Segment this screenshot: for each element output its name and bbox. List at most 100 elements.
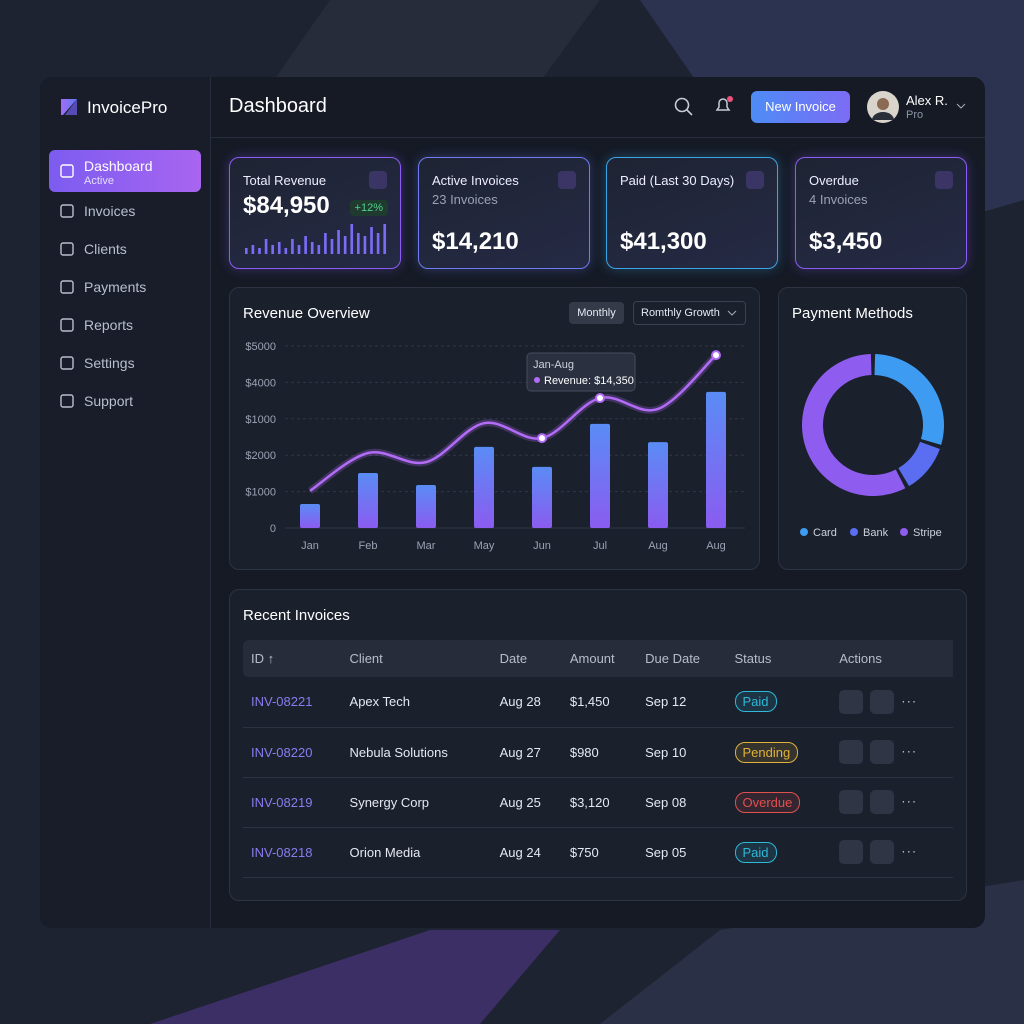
status-cell: Paid [727, 677, 832, 727]
legend-label: Card [813, 527, 837, 539]
line-marker [537, 433, 547, 444]
spark-bar [304, 236, 307, 254]
bar [648, 442, 668, 528]
spark-bar [264, 239, 268, 254]
card-icon [558, 171, 576, 189]
spark-bar [291, 239, 294, 254]
column-header: ID ↑ [251, 651, 275, 666]
card-title: Overdue [809, 173, 859, 188]
nav-item[interactable]: Clients [49, 228, 201, 270]
donut-segment [874, 354, 944, 445]
more-button[interactable]: ··· [901, 843, 918, 859]
spark-bar [330, 239, 334, 254]
x-tick-label: May [474, 540, 495, 552]
action-button[interactable] [839, 740, 864, 764]
more-button[interactable]: ··· [901, 743, 918, 759]
cell: $3,120 [569, 794, 610, 810]
spark-bar [297, 245, 301, 254]
cell: Sep 05 [645, 844, 687, 860]
legend-dot [900, 528, 908, 536]
bar [590, 423, 610, 528]
spark-bar [277, 242, 281, 254]
action-button[interactable] [839, 689, 864, 714]
control[interactable]: Romthly Growth [633, 301, 746, 325]
spark-bar [363, 236, 367, 254]
cell: Aug 25 [499, 794, 541, 810]
donut-segment [802, 354, 906, 496]
x-tick-label: Feb [359, 540, 378, 552]
tooltip: Jan-Aug Revenue: $14,350 [526, 352, 636, 392]
logo [61, 99, 77, 115]
nav-item[interactable]: Settings [49, 342, 201, 384]
card-value: $84,950 [243, 192, 330, 219]
y-tick-label: $4000 [245, 377, 276, 389]
action-button[interactable] [839, 840, 864, 864]
action-button[interactable] [870, 790, 895, 814]
sidebar: InvoicePro Dashboard Active Invoices Client… [40, 77, 211, 928]
new-invoice-button[interactable]: New Invoice [751, 91, 850, 123]
card-value: $14,210 [432, 228, 519, 255]
stat-card: Total Revenue $84,950 +12% [229, 157, 401, 269]
nav-label: Payments [84, 279, 147, 295]
cell[interactable]: INV-08219 [251, 794, 313, 810]
x-tick-label: Jul [593, 540, 607, 552]
spark-bar [310, 242, 314, 254]
cell: Aug 27 [499, 744, 541, 760]
action-button[interactable] [870, 689, 895, 714]
panel-title: Payment Methods [792, 305, 913, 322]
column-header: Date [499, 651, 528, 666]
column-header: Status [734, 651, 772, 666]
tooltip-text: Revenue: $14,350 [544, 375, 634, 387]
cell[interactable]: INV-08221 [251, 694, 313, 710]
nav-sub: Active [84, 175, 114, 187]
cell[interactable]: INV-08220 [251, 744, 313, 760]
cell: Sep 12 [645, 694, 687, 710]
status-pill: Overdue [734, 791, 801, 813]
nav-item[interactable]: Support [49, 380, 201, 422]
search-icon[interactable] [674, 97, 694, 117]
column-header: Due Date [645, 651, 701, 666]
bell-icon[interactable] [713, 95, 735, 117]
donut-segment [898, 441, 940, 487]
x-tick-label: Mar [417, 540, 436, 552]
cell: $1,450 [569, 694, 610, 710]
status-cell: Overdue [727, 777, 832, 827]
y-tick-label: $1000 [245, 414, 276, 426]
nav-item[interactable]: Reports [49, 304, 201, 346]
bar [416, 485, 436, 528]
actions-cell: ··· [831, 677, 953, 727]
donut-chart: Card Bank Stripe [800, 354, 944, 539]
status-cell: Paid [727, 827, 832, 877]
spark-bar [337, 230, 340, 254]
card-title: Total Revenue [243, 173, 327, 188]
x-tick-label: Aug [648, 540, 668, 552]
actions-cell: ··· [831, 727, 953, 777]
cell: Nebula Solutions [349, 744, 448, 760]
nav-item[interactable]: Invoices [49, 190, 201, 232]
card-subtitle: 23 Invoices [432, 192, 498, 207]
nav-label: Clients [84, 241, 127, 257]
table-row: INV-08221 Apex Tech Aug 28 $1,450 Sep 12 Paid… [243, 677, 953, 727]
spark-bar [271, 245, 274, 254]
more-button[interactable]: ··· [901, 793, 918, 809]
control[interactable]: Monthly [569, 302, 624, 324]
action-button[interactable] [839, 790, 864, 814]
revenue-panel: Revenue Overview Monthly Romthly Growth … [229, 287, 760, 570]
stat-card: Paid (Last 30 Days) $41,300 [606, 157, 778, 269]
nav-item[interactable]: Payments [49, 266, 201, 308]
chevron[interactable] [955, 102, 967, 112]
card-title: Active Invoices [432, 173, 519, 188]
avatar[interactable] [867, 91, 899, 123]
action-button[interactable] [870, 740, 895, 764]
cell: Synergy Corp [349, 794, 430, 810]
card-title: Paid (Last 30 Days) [620, 173, 735, 188]
cell[interactable]: INV-08218 [251, 844, 313, 860]
actions-cell: ··· [831, 777, 953, 827]
cell: $750 [569, 844, 599, 860]
cell: Aug 24 [499, 844, 541, 860]
more-button[interactable]: ··· [901, 693, 918, 709]
nav-label: Settings [84, 355, 135, 371]
nav-item[interactable]: Dashboard Active [49, 150, 201, 192]
app-window: InvoicePro Dashboard Active Invoices Client… [40, 77, 985, 928]
action-button[interactable] [870, 840, 895, 864]
